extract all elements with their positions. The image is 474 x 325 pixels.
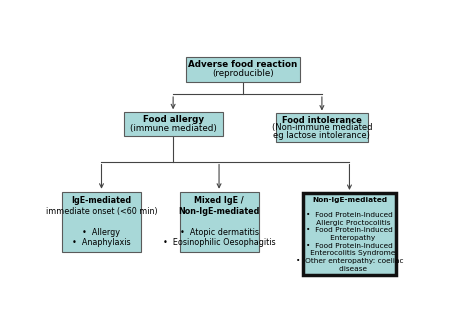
Text: immediate onset (<60 min): immediate onset (<60 min)	[46, 207, 157, 216]
Text: (Non-immune mediated: (Non-immune mediated	[272, 124, 372, 132]
Text: •  Food Protein-Induced: • Food Protein-Induced	[306, 212, 393, 218]
Text: •  Eosinophilic Oesophagitis: • Eosinophilic Oesophagitis	[163, 238, 275, 247]
FancyBboxPatch shape	[302, 193, 396, 276]
Text: Mixed IgE /: Mixed IgE /	[194, 197, 244, 205]
Text: disease: disease	[332, 266, 367, 272]
Text: Adverse food reaction: Adverse food reaction	[188, 60, 298, 69]
Text: Enteropathy: Enteropathy	[323, 235, 375, 241]
Text: •  Food Protein-Induced: • Food Protein-Induced	[306, 243, 393, 249]
Text: Enterocolitis Syndrome: Enterocolitis Syndrome	[303, 250, 396, 256]
Text: IgE-mediated: IgE-mediated	[72, 197, 132, 205]
Text: Non-IgE-mediated: Non-IgE-mediated	[178, 207, 260, 216]
FancyBboxPatch shape	[62, 192, 141, 252]
Text: (reproducible): (reproducible)	[212, 69, 274, 78]
Text: •  Allergy: • Allergy	[82, 227, 120, 237]
Text: •  Other enteropathy: coeliac: • Other enteropathy: coeliac	[296, 258, 403, 264]
Text: •  Anaphylaxis: • Anaphylaxis	[72, 238, 131, 247]
FancyBboxPatch shape	[186, 57, 300, 82]
Text: (immune mediated): (immune mediated)	[130, 124, 217, 133]
FancyBboxPatch shape	[124, 112, 223, 136]
Text: Non-IgE-mediated: Non-IgE-mediated	[312, 197, 387, 203]
FancyBboxPatch shape	[276, 113, 368, 142]
Text: •  Food Protein-Induced: • Food Protein-Induced	[306, 227, 393, 233]
Text: Allergic Proctocolitis: Allergic Proctocolitis	[309, 220, 390, 226]
FancyBboxPatch shape	[180, 192, 258, 252]
Text: Food allergy: Food allergy	[143, 115, 204, 124]
Text: eg lactose intolerance): eg lactose intolerance)	[273, 131, 370, 140]
Text: •  Atopic dermatitis: • Atopic dermatitis	[180, 227, 258, 237]
Text: Food intolerance: Food intolerance	[282, 116, 362, 125]
